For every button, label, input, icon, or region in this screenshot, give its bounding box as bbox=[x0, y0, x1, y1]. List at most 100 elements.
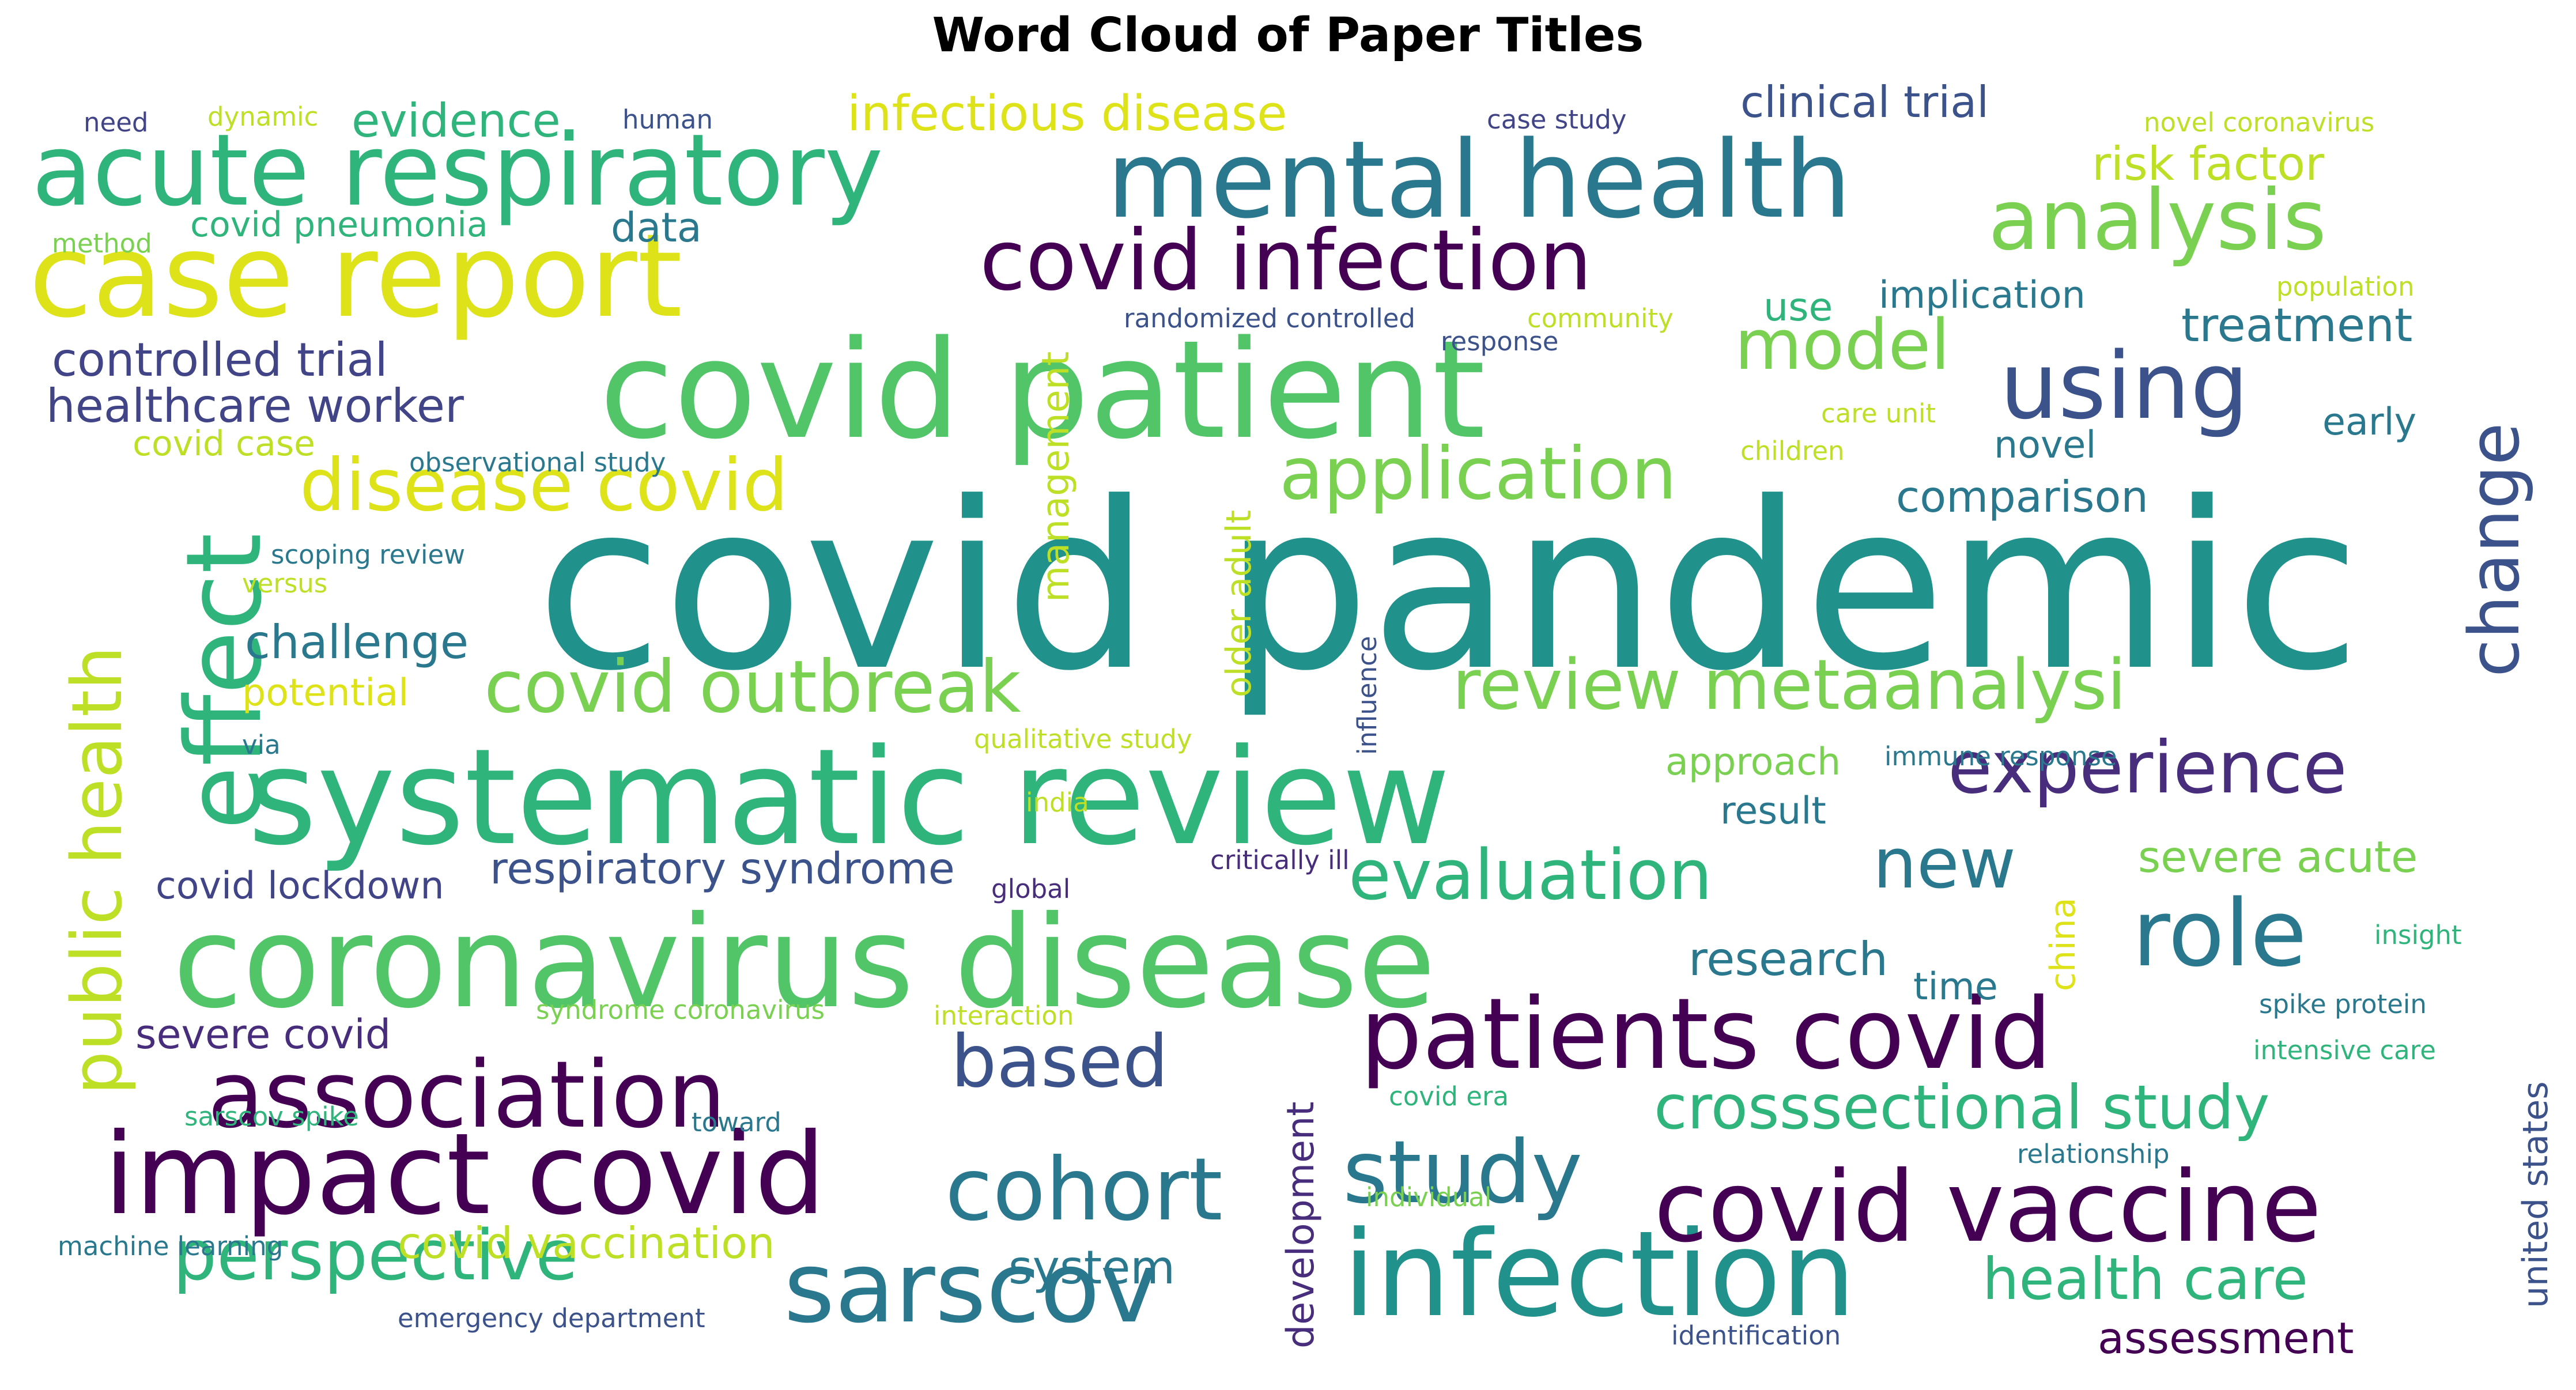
cloud-word: model bbox=[1735, 305, 1950, 386]
cloud-word: observational study bbox=[409, 447, 666, 478]
cloud-word: severe covid bbox=[135, 1011, 391, 1058]
cloud-word: cohort bbox=[945, 1140, 1223, 1240]
cloud-word: respiratory syndrome bbox=[490, 843, 955, 894]
cloud-word: change bbox=[2455, 422, 2535, 677]
cloud-word: healthcare worker bbox=[46, 379, 464, 433]
cloud-word: syndrome coronavirus bbox=[536, 995, 825, 1025]
cloud-word: management bbox=[1034, 351, 1078, 602]
chart-title: Word Cloud of Paper Titles bbox=[932, 8, 1644, 63]
cloud-word: interaction bbox=[934, 1000, 1074, 1031]
cloud-word: individual bbox=[1366, 1182, 1492, 1213]
cloud-word: covid vaccination bbox=[398, 1218, 775, 1268]
cloud-word: population bbox=[2276, 271, 2415, 302]
cloud-word: identification bbox=[1671, 1320, 1841, 1351]
cloud-word: coronavirus disease bbox=[173, 889, 1436, 1036]
cloud-word: covid case bbox=[133, 424, 315, 464]
cloud-word: implication bbox=[1879, 274, 2086, 317]
cloud-word: study bbox=[1343, 1123, 1583, 1223]
cloud-word: time bbox=[1913, 965, 1998, 1008]
cloud-word: global bbox=[991, 874, 1071, 904]
cloud-word: insight bbox=[2374, 920, 2462, 950]
cloud-word: covid pandemic bbox=[536, 454, 2361, 722]
cloud-word: research bbox=[1689, 932, 1888, 986]
cloud-word: based bbox=[951, 1020, 1169, 1104]
cloud-word: covid vaccine bbox=[1654, 1150, 2322, 1264]
cloud-word: potential bbox=[242, 671, 409, 715]
cloud-word: relationship bbox=[2017, 1139, 2170, 1169]
cloud-word: novel coronavirus bbox=[2144, 107, 2375, 138]
cloud-word: perspective bbox=[173, 1216, 579, 1296]
cloud-word: analysis bbox=[1988, 172, 2327, 269]
cloud-word: immune response bbox=[1884, 741, 2117, 772]
cloud-word: new bbox=[1873, 824, 2016, 904]
cloud-word: covid patient bbox=[599, 312, 1486, 469]
cloud-word: covid lockdown bbox=[156, 864, 444, 908]
cloud-word: community bbox=[1527, 303, 1674, 334]
cloud-word: acute respiratory bbox=[32, 112, 883, 228]
cloud-word: covid pneumonia bbox=[190, 205, 488, 245]
cloud-word: method bbox=[52, 228, 152, 259]
cloud-word: via bbox=[242, 730, 281, 760]
cloud-word: toward bbox=[692, 1107, 781, 1138]
cloud-word: covid era bbox=[1389, 1081, 1509, 1112]
cloud-word: public health bbox=[58, 645, 138, 1095]
cloud-word: case study bbox=[1487, 104, 1627, 135]
cloud-word: early bbox=[2322, 401, 2417, 444]
cloud-word: using bbox=[2000, 332, 2249, 440]
cloud-word: covid outbreak bbox=[484, 645, 1021, 729]
cloud-word: system bbox=[1009, 1241, 1176, 1294]
cloud-word: united states bbox=[2515, 1081, 2556, 1308]
cloud-word: covid infection bbox=[980, 212, 1592, 309]
cloud-word: comparison bbox=[1896, 471, 2148, 522]
cloud-word: spike protein bbox=[2259, 989, 2427, 1019]
cloud-word: crosssectional study bbox=[1654, 1072, 2270, 1143]
cloud-word: systematic review bbox=[248, 721, 1451, 875]
cloud-word: review metaanalysi bbox=[1452, 645, 2126, 726]
cloud-word: older adult bbox=[1219, 509, 1259, 697]
cloud-word: influence bbox=[1352, 636, 1383, 755]
cloud-word: evidence bbox=[352, 94, 561, 148]
cloud-word: experience bbox=[1948, 726, 2347, 810]
cloud-word: sarscov spike bbox=[184, 1101, 359, 1132]
cloud-word: china bbox=[2043, 897, 2083, 991]
cloud-word: approach bbox=[1665, 741, 1841, 784]
cloud-word: mental health bbox=[1106, 118, 1852, 242]
cloud-word: role bbox=[2132, 879, 2307, 987]
cloud-word: health care bbox=[1982, 1245, 2309, 1313]
cloud-word: clinical trial bbox=[1740, 77, 1989, 127]
cloud-word: impact covid bbox=[104, 1109, 826, 1240]
cloud-word: infectious disease bbox=[847, 85, 1287, 142]
cloud-word: controlled trial bbox=[52, 333, 388, 387]
cloud-word: response bbox=[1441, 326, 1559, 357]
cloud-word: critically ill bbox=[1210, 845, 1350, 875]
cloud-word: india bbox=[1026, 787, 1089, 818]
cloud-word: care unit bbox=[1821, 398, 1936, 429]
cloud-word: children bbox=[1740, 436, 1845, 466]
cloud-word: assessment bbox=[2098, 1313, 2354, 1363]
cloud-word: randomized controlled bbox=[1124, 303, 1415, 334]
cloud-word: dynamic bbox=[207, 101, 319, 132]
cloud-word: emergency department bbox=[398, 1303, 705, 1334]
cloud-word: disease covid bbox=[300, 444, 788, 527]
cloud-word: use bbox=[1763, 285, 1833, 330]
cloud-word: application bbox=[1279, 432, 1677, 516]
cloud-word: patients covid bbox=[1360, 977, 2052, 1091]
cloud-word: result bbox=[1720, 790, 1826, 833]
cloud-word: scoping review bbox=[271, 539, 465, 570]
cloud-word: association bbox=[207, 1041, 726, 1149]
cloud-word: qualitative study bbox=[974, 724, 1192, 754]
cloud-word: sarscov bbox=[784, 1231, 1158, 1345]
cloud-word: need bbox=[84, 107, 149, 138]
cloud-word: evaluation bbox=[1349, 836, 1713, 916]
cloud-word: treatment bbox=[2181, 299, 2413, 352]
cloud-word: human bbox=[622, 104, 713, 135]
cloud-word: infection bbox=[1343, 1206, 1856, 1343]
cloud-word: case report bbox=[29, 209, 683, 343]
cloud-word: development bbox=[1279, 1101, 1323, 1349]
cloud-word: data bbox=[611, 204, 702, 251]
cloud-word: machine learning bbox=[58, 1231, 284, 1261]
cloud-word: intensive care bbox=[2253, 1035, 2436, 1066]
cloud-word: versus bbox=[242, 568, 328, 599]
cloud-word: risk factor bbox=[2092, 137, 2324, 191]
